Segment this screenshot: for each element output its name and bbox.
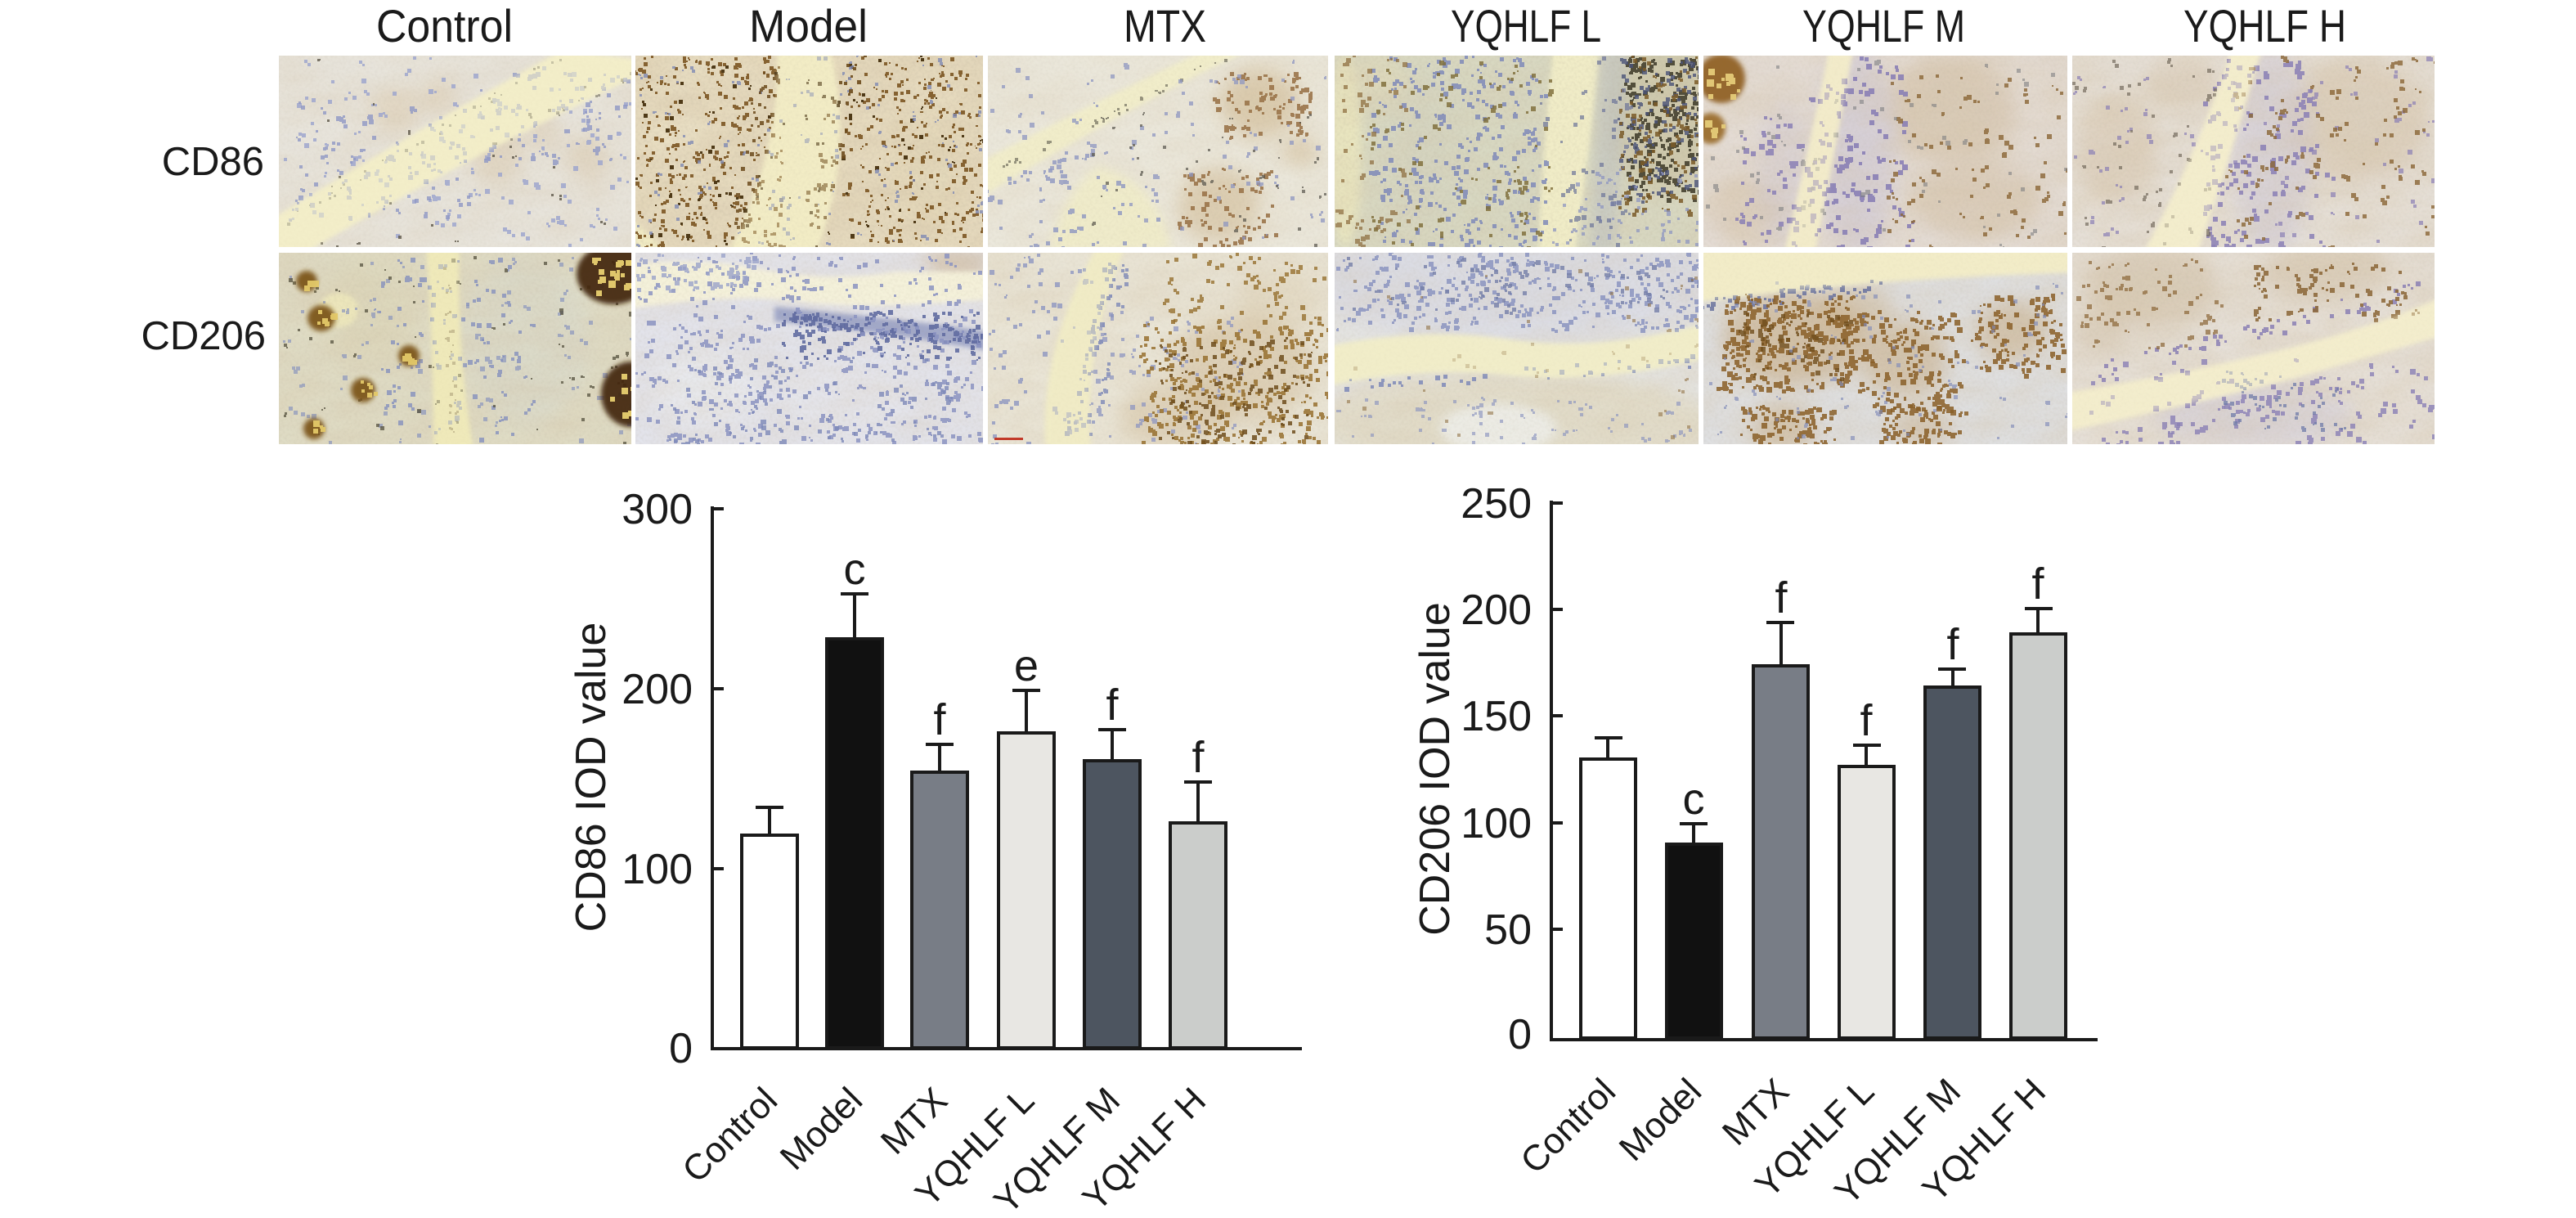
svg-text:c: c [844, 545, 866, 594]
svg-text:f: f [1192, 733, 1205, 782]
svg-text:f: f [1775, 573, 1788, 622]
svg-text:f: f [1106, 681, 1119, 730]
svg-text:100: 100 [622, 846, 693, 893]
svg-text:CD86: CD86 [162, 140, 264, 184]
svg-text:250: 250 [1461, 480, 1532, 528]
svg-text:200: 200 [1461, 587, 1532, 634]
svg-text:YQHLF L: YQHLF L [1451, 0, 1601, 52]
svg-text:CD206: CD206 [141, 314, 266, 358]
svg-text:0: 0 [1508, 1011, 1532, 1058]
svg-text:150: 150 [1461, 693, 1532, 740]
svg-text:MTX: MTX [1124, 0, 1206, 52]
svg-text:0: 0 [669, 1025, 693, 1072]
svg-text:YQHLF H: YQHLF H [2183, 0, 2346, 52]
svg-text:f: f [933, 695, 946, 744]
svg-text:Control: Control [1513, 1071, 1623, 1181]
svg-text:f: f [1860, 696, 1873, 745]
svg-text:100: 100 [1461, 800, 1532, 847]
svg-text:200: 200 [622, 666, 693, 713]
svg-text:CD86 IOD value: CD86 IOD value [568, 622, 615, 933]
svg-text:Model: Model [1612, 1071, 1709, 1168]
svg-text:c: c [1683, 775, 1705, 824]
svg-text:YQHLF M: YQHLF M [1802, 0, 1965, 52]
svg-text:e: e [1014, 641, 1039, 690]
svg-text:Control: Control [376, 0, 513, 52]
svg-text:f: f [2031, 560, 2044, 609]
svg-text:CD206 IOD value: CD206 IOD value [1411, 602, 1459, 936]
svg-text:Model: Model [773, 1080, 870, 1177]
svg-text:50: 50 [1484, 906, 1532, 954]
svg-text:300: 300 [622, 486, 693, 533]
svg-text:Control: Control [675, 1080, 785, 1190]
svg-text:Model: Model [749, 0, 868, 52]
svg-text:f: f [1946, 620, 1959, 669]
